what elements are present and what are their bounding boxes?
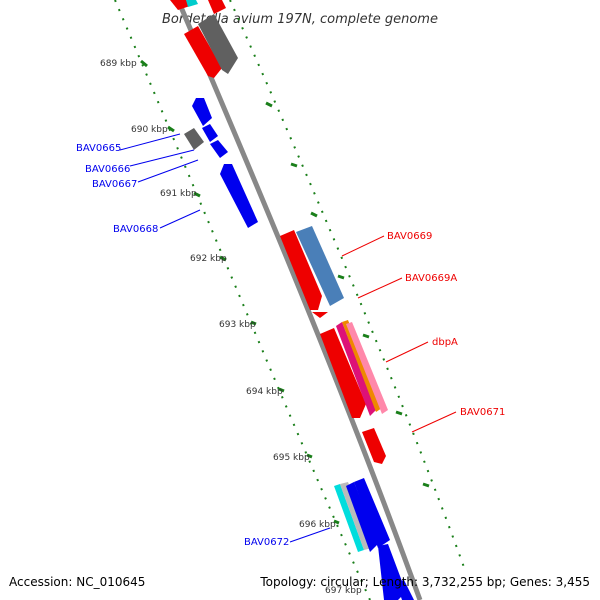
genome-summary-text: Topology: circular; Length: 3,732,255 bp… — [259, 575, 590, 589]
outer-ring-right — [229, 0, 466, 571]
gene-label-bav0666[interactable]: BAV0666 — [85, 164, 130, 175]
gene-feature-top-4[interactable] — [208, 0, 226, 14]
label-line-bav0669a — [357, 277, 403, 299]
gene-bav0667-arrow[interactable] — [210, 140, 228, 158]
label-line-bav0669 — [341, 235, 385, 257]
gene-feature-bottom-cyan[interactable] — [334, 484, 364, 552]
gene-feature-bottom-blue-1[interactable] — [354, 478, 390, 548]
gene-feature-top-3[interactable] — [184, 26, 222, 78]
gene-label-bav0671[interactable]: BAV0671 — [460, 407, 505, 418]
tick-label-694: 694 kbp — [246, 387, 283, 397]
gene-bav0669-arrow[interactable] — [280, 230, 322, 310]
gene-dbpa-arrow[interactable] — [320, 328, 366, 418]
label-line-bav0668 — [159, 209, 201, 229]
gene-label-bav0669a[interactable]: BAV0669A — [405, 273, 457, 284]
tick-label-693: 693 kbp — [219, 320, 256, 330]
tick-label-696: 696 kbp — [299, 520, 336, 530]
tick-label-690: 690 kbp — [131, 125, 168, 135]
tick-label-697: 697 kbp — [325, 586, 362, 596]
gene-bav0672-arrow[interactable] — [346, 482, 378, 552]
tick-label-689: 689 kbp — [100, 59, 137, 69]
gene-label-bav0668[interactable]: BAV0668 — [113, 224, 158, 235]
label-line-dbpa — [385, 341, 429, 363]
map-title: Bordetella avium 197N, complete genome — [162, 12, 438, 27]
gene-bav0665-arrow[interactable] — [192, 98, 212, 126]
gene-feature-top-1[interactable] — [170, 0, 190, 10]
label-line-bav0671 — [411, 411, 457, 433]
tick-marks — [140, 59, 430, 525]
tick-label-691: 691 kbp — [160, 189, 197, 199]
gene-label-dbpa[interactable]: dbpA — [432, 337, 458, 348]
pseudo-gene-top[interactable] — [198, 14, 238, 74]
gene-label-bav0665[interactable]: BAV0665 — [76, 143, 121, 154]
label-line-bav0667 — [137, 159, 199, 183]
gene-label-bav0667[interactable]: BAV0667 — [92, 179, 137, 190]
rna-feature-bav0669[interactable] — [296, 226, 344, 306]
genome-backbone — [175, 0, 423, 600]
label-line-bav0666 — [129, 149, 195, 167]
gene-bav0671-arrow[interactable] — [362, 428, 386, 464]
tick-label-695: 695 kbp — [273, 453, 310, 463]
accession-text: Accession: NC_010645 — [9, 575, 145, 589]
label-line-bav0672 — [289, 527, 331, 543]
gene-feature-top-2[interactable] — [186, 0, 198, 7]
label-line-bav0665 — [119, 133, 181, 151]
pseudo-gene-bav0665[interactable] — [184, 128, 204, 150]
gene-bav0666-arrow[interactable] — [202, 124, 218, 142]
tick-label-692: 692 kbp — [190, 254, 227, 264]
gene-feature-bottom-blue-3[interactable] — [396, 580, 414, 600]
gene-label-bav0669[interactable]: BAV0669 — [387, 231, 432, 242]
gene-bav0668-arrow[interactable] — [220, 164, 258, 228]
gene-bav0669a-arrow[interactable] — [312, 312, 328, 318]
gene-feature-dbpa-magenta[interactable] — [336, 322, 376, 416]
gene-label-bav0672[interactable]: BAV0672 — [244, 537, 289, 548]
gene-feature-dbpa-pink[interactable] — [346, 322, 388, 414]
